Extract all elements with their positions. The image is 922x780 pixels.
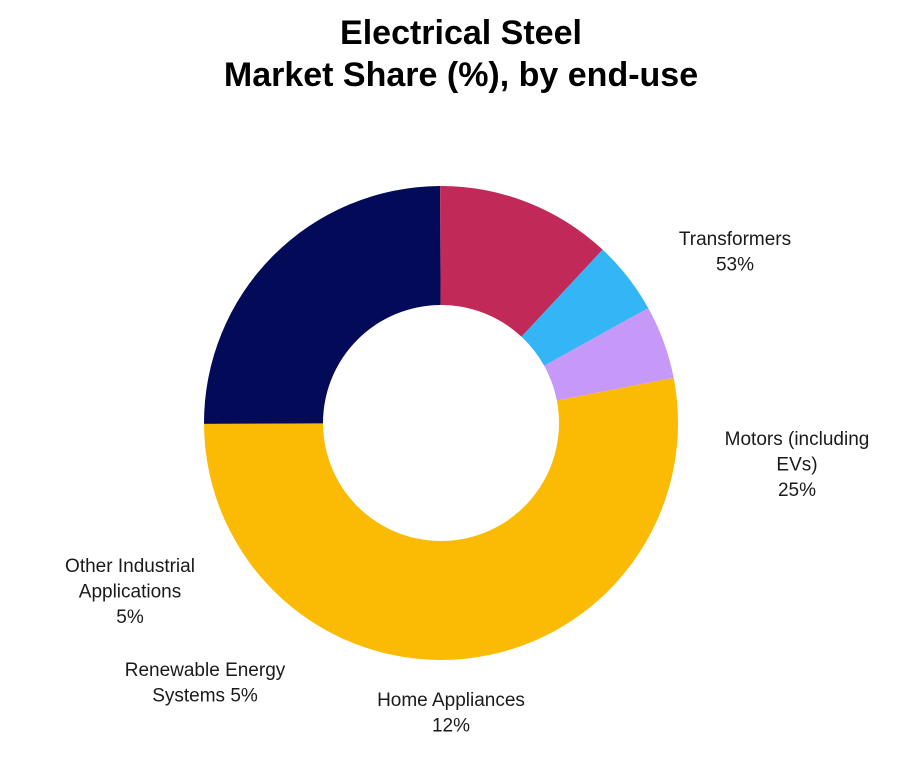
slice-label-1-line-0: Motors (including xyxy=(725,429,870,450)
donut-slice-1 xyxy=(203,186,441,424)
slice-label-0-line-0: Transformers xyxy=(679,229,791,250)
slice-label-4-line-2: 5% xyxy=(116,607,144,628)
slice-label-1-line-1: EVs) xyxy=(776,455,817,476)
slice-label-0-line-1: 53% xyxy=(716,255,754,276)
slice-label-1: Motors (including EVs) 25% xyxy=(725,429,870,501)
slice-label-0: Transformers 53% xyxy=(679,229,791,276)
slice-label-2-line-0: Home Appliances xyxy=(377,690,525,711)
donut-slice-3 xyxy=(521,249,649,366)
donut-slice-0 xyxy=(204,377,678,660)
slice-label-3-line-0: Renewable Energy xyxy=(125,660,286,681)
slice-label-3-line-1: Systems 5% xyxy=(152,686,258,707)
slice-label-4: Other Industrial Applications 5% xyxy=(65,556,195,628)
chart-title-line-2: Market Share (%), by end-use xyxy=(223,56,699,94)
chart-title-line-1: Electrical Steel xyxy=(340,14,582,52)
slice-label-4-line-1: Applications xyxy=(79,582,181,603)
slice-label-2-line-1: 12% xyxy=(432,716,470,737)
slice-label-4-line-0: Other Industrial xyxy=(65,556,195,577)
slice-label-1-line-2: 25% xyxy=(778,480,816,501)
donut-slice-2 xyxy=(440,185,603,337)
slice-label-3: Renewable Energy Systems 5% xyxy=(125,660,286,707)
slice-label-2: Home Appliances 12% xyxy=(377,690,525,737)
donut-slice-4 xyxy=(544,308,674,401)
chart-title: Electrical Steel Market Share (%), by en… xyxy=(0,12,922,96)
